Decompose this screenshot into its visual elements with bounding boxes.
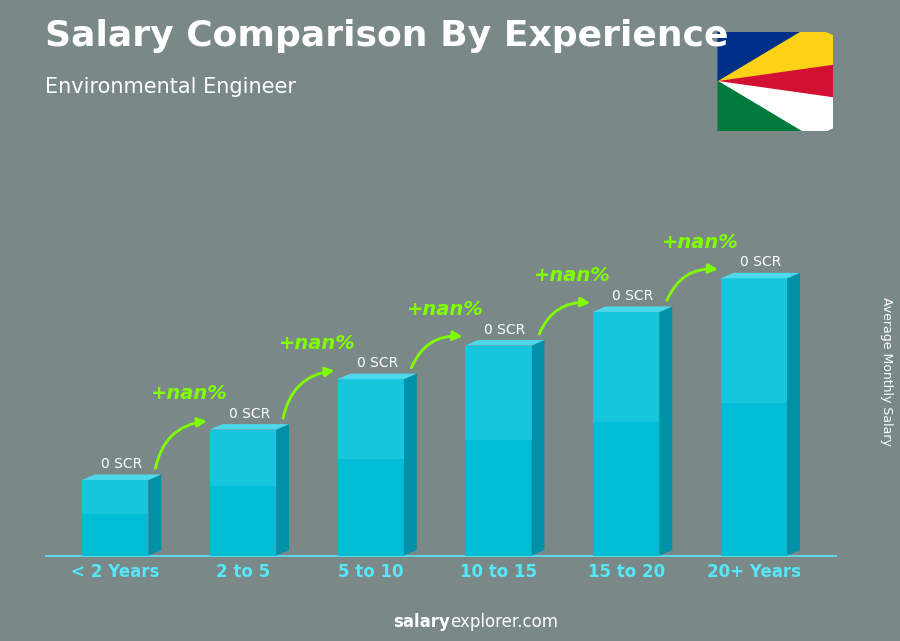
Text: +nan%: +nan%: [279, 334, 356, 353]
Text: explorer.com: explorer.com: [450, 613, 558, 631]
Polygon shape: [718, 14, 810, 81]
Text: 15 to 20: 15 to 20: [588, 563, 665, 581]
Polygon shape: [148, 474, 161, 556]
Text: 2 to 5: 2 to 5: [216, 563, 270, 581]
Polygon shape: [788, 273, 800, 556]
Text: +nan%: +nan%: [151, 384, 228, 403]
Text: 20+ Years: 20+ Years: [707, 563, 801, 581]
Polygon shape: [718, 61, 874, 103]
Polygon shape: [660, 306, 672, 556]
Polygon shape: [721, 273, 800, 278]
Text: Salary Comparison By Experience: Salary Comparison By Experience: [45, 19, 728, 53]
Polygon shape: [210, 424, 289, 429]
Text: 5 to 10: 5 to 10: [338, 563, 403, 581]
Bar: [338, 379, 404, 556]
Text: +nan%: +nan%: [535, 267, 611, 285]
Polygon shape: [338, 374, 417, 379]
Polygon shape: [593, 306, 672, 312]
Bar: [210, 429, 276, 556]
Polygon shape: [532, 340, 544, 556]
Bar: [465, 345, 532, 440]
Text: 10 to 15: 10 to 15: [460, 563, 537, 581]
Polygon shape: [276, 424, 289, 556]
Polygon shape: [404, 374, 417, 556]
Text: 0 SCR: 0 SCR: [740, 256, 781, 269]
Text: 0 SCR: 0 SCR: [356, 356, 398, 370]
Bar: [82, 480, 148, 514]
Text: Average Monthly Salary: Average Monthly Salary: [880, 297, 893, 446]
Text: +nan%: +nan%: [662, 233, 739, 252]
Text: 0 SCR: 0 SCR: [101, 457, 142, 471]
Polygon shape: [465, 340, 544, 345]
Text: 0 SCR: 0 SCR: [484, 322, 526, 337]
Polygon shape: [718, 81, 867, 137]
Bar: [593, 312, 660, 556]
Text: 0 SCR: 0 SCR: [229, 407, 270, 420]
Bar: [721, 278, 788, 403]
Polygon shape: [718, 81, 810, 149]
Bar: [338, 379, 404, 458]
Polygon shape: [82, 474, 161, 480]
Text: Environmental Engineer: Environmental Engineer: [45, 77, 296, 97]
Text: 0 SCR: 0 SCR: [612, 289, 653, 303]
Text: salary: salary: [393, 613, 450, 631]
Text: < 2 Years: < 2 Years: [71, 563, 159, 581]
Bar: [465, 345, 532, 556]
Bar: [721, 278, 788, 556]
Polygon shape: [718, 27, 867, 81]
Bar: [210, 429, 276, 487]
Bar: [593, 312, 660, 422]
Text: +nan%: +nan%: [407, 300, 483, 319]
Bar: [82, 480, 148, 556]
